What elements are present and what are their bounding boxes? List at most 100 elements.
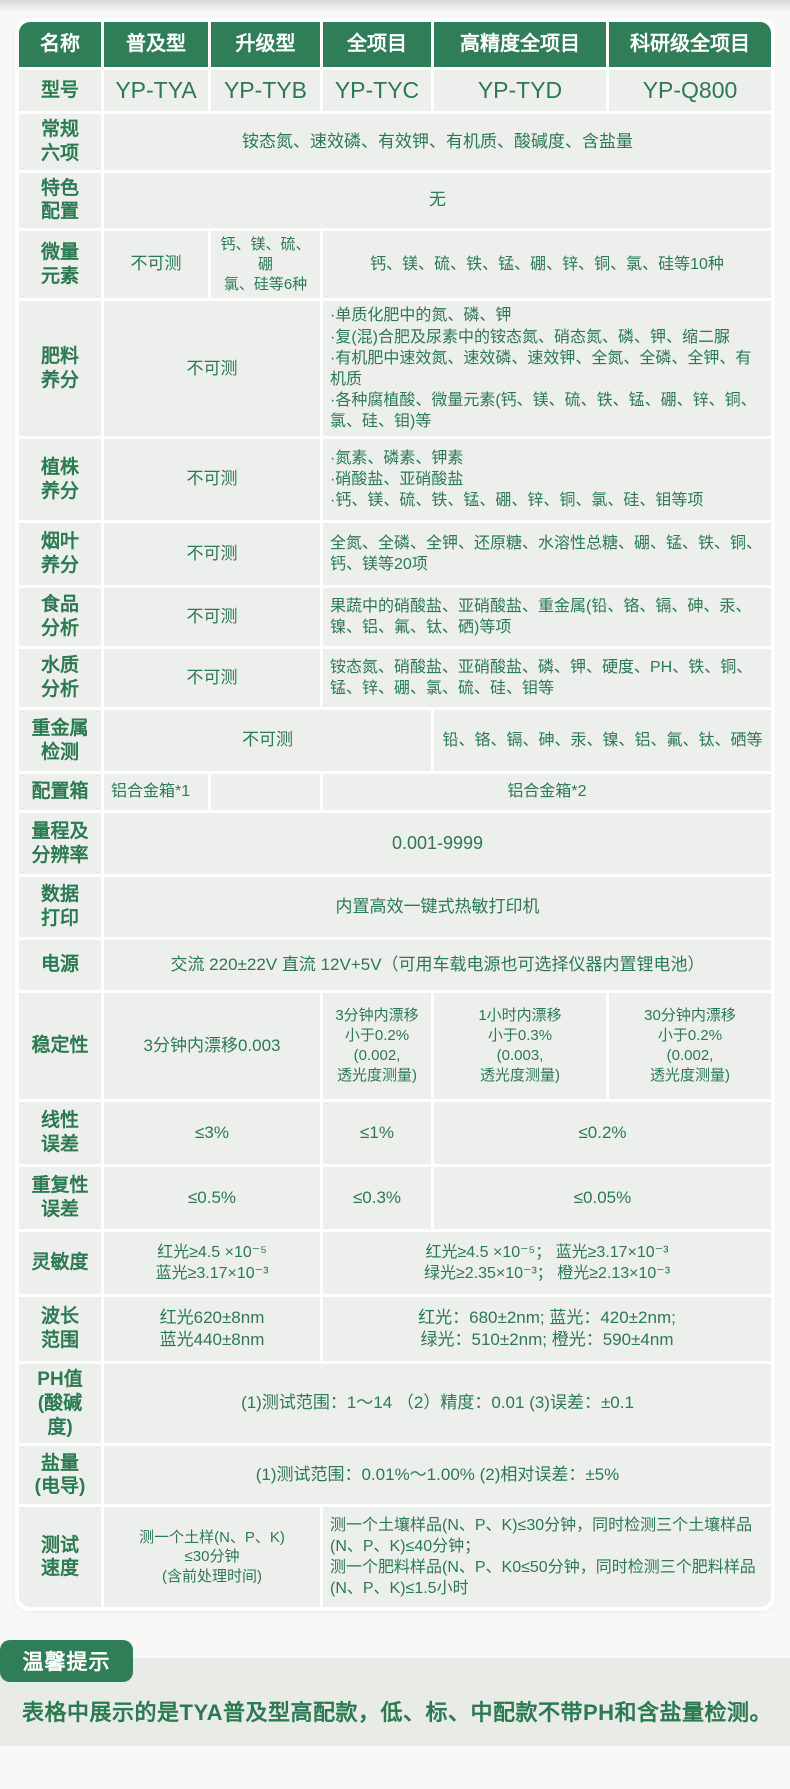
spec-row: 植株 养分 不可测 ·氮素、磷素、钾素 ·硝酸盐、亚硝酸盐 ·钙、镁、硫、铁、锰、硼… bbox=[19, 439, 771, 521]
spec-row: 重复性 误差 ≤0.5% ≤0.3% ≤0.05% bbox=[19, 1167, 771, 1230]
row-label: 波长 范围 bbox=[19, 1297, 101, 1362]
row-label: 型号 bbox=[19, 70, 101, 111]
spec-cell: YP-Q800 bbox=[609, 70, 771, 111]
row-label: PH值 (酸碱度) bbox=[19, 1364, 101, 1444]
spec-cell: 内置高效一键式热敏打印机 bbox=[104, 877, 771, 938]
spec-cell: ≤0.3% bbox=[323, 1167, 431, 1230]
spec-cell: 不可测 bbox=[104, 588, 320, 647]
spec-row: 食品 分析 不可测 果蔬中的硝酸盐、亚硝酸盐、重金属(铅、铬、镉、砷、汞、镍、铝、氟… bbox=[19, 588, 771, 647]
spec-cell: 1小时内漂移 小于0.3% (0.003, 透光度测量) bbox=[434, 993, 606, 1100]
row-label: 食品 分析 bbox=[19, 588, 101, 647]
spec-cell: 不可测 bbox=[104, 523, 320, 586]
column-header-cell: 科研级全项目 bbox=[609, 22, 771, 67]
column-header-cell: 全项目 bbox=[323, 22, 431, 67]
spec-row: 重金属 检测 不可测 铅、铬、镉、砷、汞、镍、铝、氟、钛、硒等 bbox=[19, 710, 771, 772]
note-block: 表格中展示的是TYA普及型高配款，低、标、中配款不带PH和含盐量检测。 bbox=[0, 1658, 790, 1746]
spec-row: 水质 分析 不可测 铵态氮、硝酸盐、亚硝酸盐、磷、钾、硬度、PH、铁、铜、锰、锌、硼… bbox=[19, 649, 771, 708]
spec-row: 电源 交流 220±22V 直流 12V+5V（可用车载电源也可选择仪器内置锂电池… bbox=[19, 940, 771, 991]
row-label: 线性 误差 bbox=[19, 1102, 101, 1165]
spec-cell: ≤0.05% bbox=[434, 1167, 771, 1230]
spec-cell: (1)测试范围：1～14 （2）精度：0.01 (3)误差：±0.1 bbox=[104, 1364, 771, 1444]
spec-cell: 铵态氮、速效磷、有效钾、有机质、酸碱度、含盐量 bbox=[104, 114, 771, 170]
spec-cell: (1)测试范围：0.01%～1.00% (2)相对误差：±5% bbox=[104, 1446, 771, 1505]
row-label: 盐量 (电导) bbox=[19, 1446, 101, 1505]
note-badge: 温馨提示 bbox=[0, 1640, 133, 1682]
spec-cell bbox=[211, 774, 320, 811]
spec-table: 名称 普及型 升级型 全项目 高精度全项目 科研级全项目 型号 YP-TYA YP-TYB YP-… bbox=[15, 18, 775, 1612]
spec-row: 肥料 养分 不可测 ·单质化肥中的氮、磷、钾 ·复(混)合肥及尿素中的铵态氮、硝态氮… bbox=[19, 301, 771, 437]
spec-cell: ≤0.2% bbox=[434, 1102, 771, 1165]
spec-cell: 铅、铬、镉、砷、汞、镍、铝、氟、钛、硒等 bbox=[434, 710, 771, 772]
spec-cell: 测一个土壤样品(N、P、K)≤30分钟，同时检测三个土壤样品(N、P、K)≤40… bbox=[323, 1507, 771, 1608]
spec-cell: 红光≥4.5 ×10⁻⁵； 蓝光≥3.17×10⁻³ 绿光≥2.35×10⁻³；… bbox=[323, 1232, 771, 1295]
spec-cell: 钙、镁、硫、硼 氯、硅等6种 bbox=[211, 231, 320, 299]
header-row: 名称 普及型 升级型 全项目 高精度全项目 科研级全项目 bbox=[19, 22, 771, 67]
spec-cell: 不可测 bbox=[104, 710, 431, 772]
row-label: 数据 打印 bbox=[19, 877, 101, 938]
spec-cell: 3分钟内漂移 小于0.2% (0.002, 透光度测量) bbox=[323, 993, 431, 1100]
spec-cell: YP-TYC bbox=[323, 70, 431, 111]
row-label: 微量 元素 bbox=[19, 231, 101, 299]
spec-cell: ≤0.5% bbox=[104, 1167, 320, 1230]
spec-cell: 交流 220±22V 直流 12V+5V（可用车载电源也可选择仪器内置锂电池） bbox=[104, 940, 771, 991]
spec-cell: 红光≥4.5 ×10⁻⁵ 蓝光≥3.17×10⁻³ bbox=[104, 1232, 320, 1295]
spec-row: 灵敏度 红光≥4.5 ×10⁻⁵ 蓝光≥3.17×10⁻³ 红光≥4.5 ×10⁻⁵… bbox=[19, 1232, 771, 1295]
row-label: 配置箱 bbox=[19, 774, 101, 811]
row-label: 灵敏度 bbox=[19, 1232, 101, 1295]
spec-row: 盐量 (电导) (1)测试范围：0.01%～1.00% (2)相对误差：±5% bbox=[19, 1446, 771, 1505]
spec-cell: YP-TYA bbox=[104, 70, 208, 111]
spec-row: 稳定性 3分钟内漂移0.003 3分钟内漂移 小于0.2% (0.002, 透光度测… bbox=[19, 993, 771, 1100]
spec-cell: ≤1% bbox=[323, 1102, 431, 1165]
spec-row: 线性 误差 ≤3% ≤1% ≤0.2% bbox=[19, 1102, 771, 1165]
row-label: 电源 bbox=[19, 940, 101, 991]
row-label: 特色 配置 bbox=[19, 172, 101, 228]
row-label: 水质 分析 bbox=[19, 649, 101, 708]
spec-row: 微量 元素 不可测 钙、镁、硫、硼 氯、硅等6种 钙、镁、硫、铁、锰、硼、锌、铜、氯、… bbox=[19, 231, 771, 299]
spec-cell: 全氮、全磷、全钾、还原糖、水溶性总糖、硼、锰、铁、铜、钙、镁等20项 bbox=[323, 523, 771, 586]
spec-cell: 30分钟内漂移 小于0.2% (0.002, 透光度测量) bbox=[609, 993, 771, 1100]
spec-cell: YP-TYD bbox=[434, 70, 606, 111]
spec-row: 常规 六项 铵态氮、速效磷、有效钾、有机质、酸碱度、含盐量 bbox=[19, 114, 771, 170]
column-header-cell: 普及型 bbox=[104, 22, 208, 67]
row-label: 重金属 检测 bbox=[19, 710, 101, 772]
spec-row: 测试 速度 测一个土样(N、P、K) ≤30分钟 (含前处理时间) 测一个土壤样品(… bbox=[19, 1507, 771, 1608]
spec-row: 量程及 分辨率 0.001-9999 bbox=[19, 813, 771, 875]
spec-cell: 3分钟内漂移0.003 bbox=[104, 993, 320, 1100]
spec-cell: 不可测 bbox=[104, 649, 320, 708]
row-label: 测试 速度 bbox=[19, 1507, 101, 1608]
spec-cell: ·氮素、磷素、钾素 ·硝酸盐、亚硝酸盐 ·钙、镁、硫、铁、锰、硼、锌、铜、氯、硅… bbox=[323, 439, 771, 521]
row-label: 名称 bbox=[19, 22, 101, 67]
row-label: 常规 六项 bbox=[19, 114, 101, 170]
spec-cell: 红光：680±2nm; 蓝光：420±2nm; 绿光：510±2nm; 橙光：5… bbox=[323, 1297, 771, 1362]
column-header-cell: 高精度全项目 bbox=[434, 22, 606, 67]
spec-cell: YP-TYB bbox=[211, 70, 320, 111]
row-label: 重复性 误差 bbox=[19, 1167, 101, 1230]
spec-cell: 果蔬中的硝酸盐、亚硝酸盐、重金属(铅、铬、镉、砷、汞、镍、铝、氟、钛、硒)等项 bbox=[323, 588, 771, 647]
spec-row: 型号 YP-TYA YP-TYB YP-TYC YP-TYD YP-Q800 bbox=[19, 70, 771, 111]
spec-row: 烟叶 养分 不可测 全氮、全磷、全钾、还原糖、水溶性总糖、硼、锰、铁、铜、钙、镁等2… bbox=[19, 523, 771, 586]
spec-cell: 不可测 bbox=[104, 439, 320, 521]
spec-cell: 无 bbox=[104, 172, 771, 228]
spec-row: 配置箱 铝合金箱*1 铝合金箱*2 bbox=[19, 774, 771, 811]
note-text: 表格中展示的是TYA普及型高配款，低、标、中配款不带PH和含盐量检测。 bbox=[22, 1700, 773, 1725]
spec-cell: 红光620±8nm 蓝光440±8nm bbox=[104, 1297, 320, 1362]
row-label: 量程及 分辨率 bbox=[19, 813, 101, 875]
spec-cell: 铝合金箱*1 bbox=[104, 774, 208, 811]
spec-cell: 0.001-9999 bbox=[104, 813, 771, 875]
spec-row: 数据 打印 内置高效一键式热敏打印机 bbox=[19, 877, 771, 938]
spec-cell: ·单质化肥中的氮、磷、钾 ·复(混)合肥及尿素中的铵态氮、硝态氮、磷、钾、缩二脲… bbox=[323, 301, 771, 437]
spec-row: 波长 范围 红光620±8nm 蓝光440±8nm 红光：680±2nm; 蓝光：4… bbox=[19, 1297, 771, 1362]
spec-cell: 铝合金箱*2 bbox=[323, 774, 771, 811]
row-label: 肥料 养分 bbox=[19, 301, 101, 437]
spec-cell: 测一个土样(N、P、K) ≤30分钟 (含前处理时间) bbox=[104, 1507, 320, 1608]
spec-cell: ≤3% bbox=[104, 1102, 320, 1165]
spec-cell: 钙、镁、硫、铁、锰、硼、锌、铜、氯、硅等10种 bbox=[323, 231, 771, 299]
spec-cell: 不可测 bbox=[104, 231, 208, 299]
row-label: 稳定性 bbox=[19, 993, 101, 1100]
column-header-cell: 升级型 bbox=[211, 22, 320, 67]
spec-cell: 不可测 bbox=[104, 301, 320, 437]
top-strip bbox=[0, 0, 790, 12]
row-label: 烟叶 养分 bbox=[19, 523, 101, 586]
spec-cell: 铵态氮、硝酸盐、亚硝酸盐、磷、钾、硬度、PH、铁、铜、锰、锌、硼、氯、硫、硅、钼… bbox=[323, 649, 771, 708]
